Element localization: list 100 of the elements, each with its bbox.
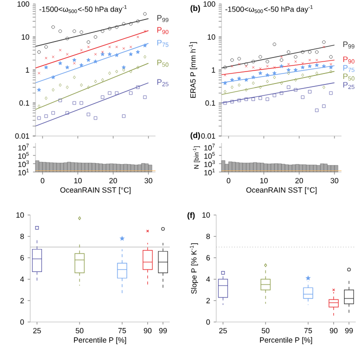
point	[122, 22, 126, 26]
point	[259, 67, 262, 70]
point	[73, 76, 76, 80]
point	[52, 88, 54, 92]
point	[44, 45, 48, 49]
point	[272, 71, 276, 75]
point	[51, 25, 55, 29]
point	[58, 83, 62, 87]
point	[316, 58, 318, 62]
point	[272, 94, 276, 98]
point	[237, 98, 241, 102]
point	[294, 88, 298, 92]
point	[308, 64, 312, 68]
point	[244, 62, 248, 66]
point	[86, 40, 90, 44]
point	[101, 50, 104, 54]
point	[122, 68, 126, 72]
point	[294, 55, 298, 59]
point	[87, 86, 90, 89]
point	[136, 66, 140, 70]
point	[308, 76, 312, 80]
point	[328, 65, 333, 70]
point	[44, 114, 48, 118]
point	[237, 76, 242, 80]
point	[300, 50, 304, 54]
point	[308, 58, 311, 62]
point	[108, 91, 112, 95]
point	[108, 26, 112, 30]
point	[108, 72, 111, 75]
point	[72, 29, 76, 33]
point	[144, 55, 146, 59]
point	[286, 68, 291, 72]
point	[51, 111, 55, 115]
point	[80, 48, 83, 52]
point	[108, 52, 112, 56]
point	[308, 90, 312, 94]
point	[38, 72, 40, 74]
point	[230, 86, 234, 89]
point	[73, 62, 76, 65]
point	[280, 58, 284, 62]
point	[308, 50, 312, 54]
point	[143, 12, 147, 16]
point	[100, 52, 105, 56]
point	[314, 63, 319, 67]
point	[301, 73, 304, 77]
point	[252, 66, 255, 69]
point	[244, 98, 248, 101]
point	[93, 59, 98, 64]
point	[222, 80, 228, 85]
point	[130, 46, 132, 48]
point	[58, 98, 62, 102]
point	[252, 81, 255, 85]
point	[80, 101, 84, 105]
point	[230, 78, 234, 82]
point	[128, 52, 133, 56]
point	[52, 56, 54, 58]
point	[294, 68, 298, 72]
point	[122, 47, 125, 50]
point	[136, 36, 140, 38]
point	[330, 62, 332, 66]
point	[108, 46, 111, 48]
point	[66, 111, 69, 115]
point	[51, 75, 56, 80]
point	[280, 91, 284, 95]
point	[287, 72, 290, 75]
point	[294, 78, 297, 82]
point	[44, 65, 48, 70]
point	[37, 50, 41, 54]
point	[66, 86, 69, 89]
point	[101, 78, 104, 82]
point	[122, 114, 126, 118]
point	[86, 112, 90, 116]
point	[66, 36, 69, 40]
point	[300, 65, 305, 70]
point	[100, 29, 104, 33]
point	[129, 91, 132, 95]
point	[266, 64, 269, 68]
point	[315, 108, 318, 112]
point	[72, 58, 76, 62]
point	[129, 22, 132, 26]
point	[144, 30, 146, 32]
point	[223, 66, 227, 70]
point	[280, 81, 283, 85]
point	[294, 60, 297, 63]
point	[237, 57, 241, 60]
point	[266, 98, 270, 101]
point	[114, 91, 118, 95]
point	[329, 91, 333, 95]
point	[142, 43, 147, 48]
point	[287, 62, 290, 66]
point	[244, 78, 248, 82]
point	[300, 95, 304, 99]
point	[258, 55, 262, 59]
point	[272, 42, 276, 46]
point	[279, 64, 284, 68]
point	[244, 64, 248, 68]
point	[280, 56, 283, 58]
point	[322, 86, 326, 89]
point	[224, 74, 226, 76]
point	[238, 83, 240, 87]
